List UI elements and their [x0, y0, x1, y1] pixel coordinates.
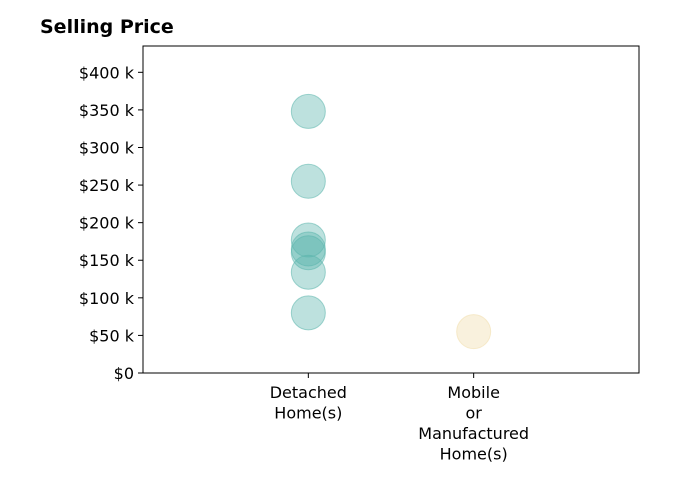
scatter-point [456, 314, 492, 350]
scatter-point [290, 235, 326, 271]
scatter-point [290, 222, 326, 258]
x-tick-label: Mobile or Manufactured Home(s) [418, 383, 529, 464]
y-tick-label: $0 [114, 364, 134, 383]
scatter-point [290, 93, 326, 129]
y-tick-label: $200 k [79, 214, 135, 233]
y-tick-label: $400 k [79, 63, 135, 82]
y-tick-label: $100 k [79, 289, 135, 308]
y-tick-label: $300 k [79, 138, 135, 157]
y-tick-label: $50 k [89, 326, 135, 345]
y-tick-label: $150 k [79, 251, 135, 270]
data-points [290, 93, 492, 350]
y-tick-label: $350 k [79, 101, 135, 120]
x-axis: Detached Home(s) Mobile or Manufactured Home(… [270, 373, 529, 464]
chart-title: Selling Price [40, 16, 174, 38]
scatter-point [290, 254, 326, 290]
scatter-point [290, 295, 326, 331]
y-tick-label: $250 k [79, 176, 135, 195]
plot-area-frame [142, 45, 640, 374]
x-tick-label: Detached Home(s) [270, 383, 347, 423]
y-axis: $0 $50 k $100 k $150 k $200 k $250 k $300 k $35… [79, 63, 143, 383]
scatter-point [290, 163, 326, 199]
